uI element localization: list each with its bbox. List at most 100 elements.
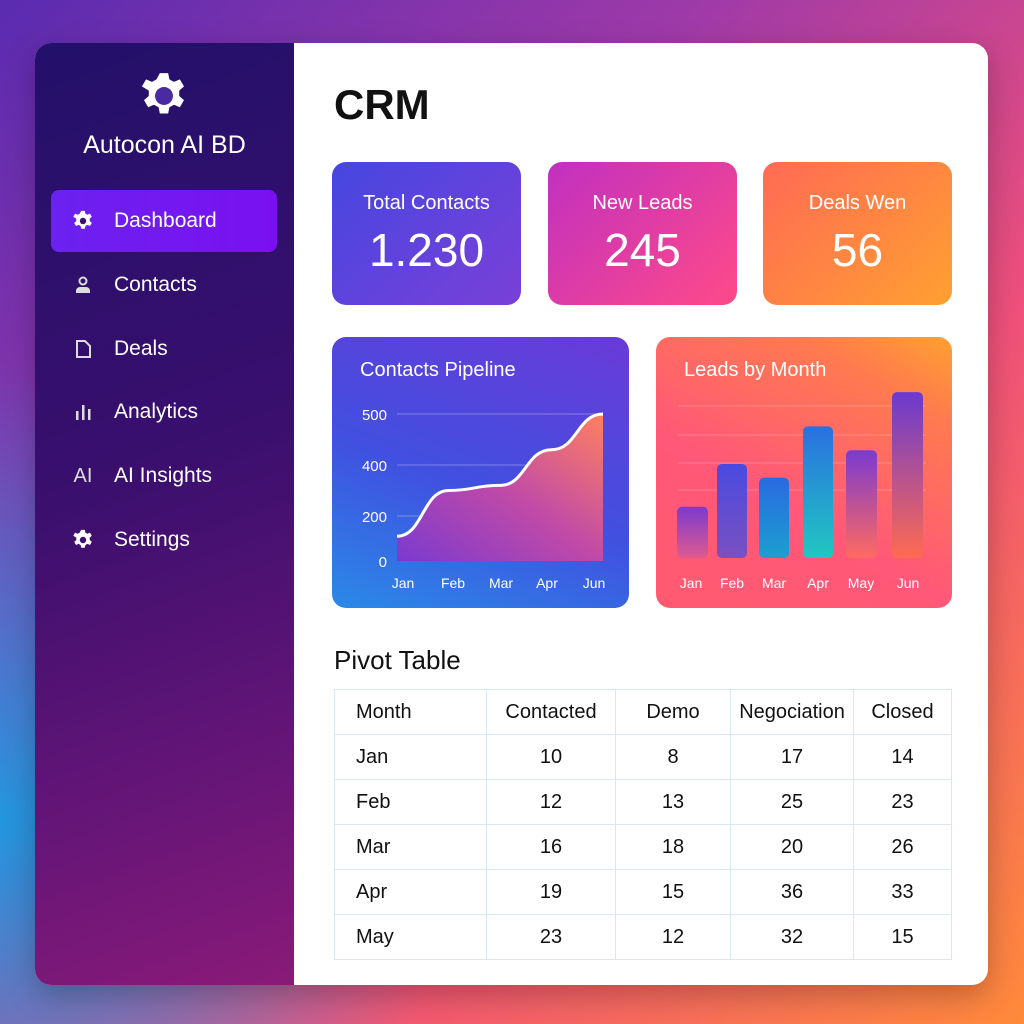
chart-title: Leads by Month: [684, 359, 827, 381]
table-row: May 23 12 32 15: [334, 914, 952, 960]
kpi-total-contacts[interactable]: Total Contacts 1.230: [332, 162, 521, 305]
bar-mar[interactable]: [759, 477, 789, 558]
table-cell: Jan: [334, 734, 487, 780]
table-header-row: Month Contacted Demo Negociation Closed: [334, 689, 952, 735]
contacts-pipeline-chart: 0 200 400 500 Jan Feb Mar Apr Jun: [362, 407, 606, 591]
series-line: [396, 412, 604, 538]
column-header: Month: [334, 689, 487, 735]
brand-name: Autocon AI BD: [83, 131, 246, 159]
table-cell: 36: [730, 869, 854, 915]
ai-text-icon: AI: [73, 464, 93, 487]
y-tick-label: 500: [362, 407, 387, 424]
sidebar-item-contacts[interactable]: Contacts: [51, 254, 277, 316]
x-tick-label: Feb: [441, 575, 465, 591]
table-cell: 23: [486, 914, 616, 960]
kpi-label: Total Contacts: [363, 192, 490, 214]
table-cell: Mar: [334, 824, 487, 870]
column-header: Closed: [853, 689, 952, 735]
table-cell: 8: [615, 734, 731, 780]
x-tick-label: Apr: [536, 575, 558, 591]
sidebar-item-deals[interactable]: Deals: [51, 318, 277, 380]
kpi-value: 245: [604, 224, 681, 276]
kpi-deals-won[interactable]: Deals Wen 56: [763, 162, 952, 305]
sidebar-item-label: Analytics: [114, 400, 199, 424]
table-row: Jan 10 8 17 14: [334, 734, 952, 780]
leads-by-month-card: Jan Feb Mar Apr May Jun Leads by Month: [656, 337, 952, 608]
x-tick-label: Jun: [897, 575, 920, 591]
table-row: Mar 16 18 20 26: [334, 824, 952, 870]
bar-apr[interactable]: [803, 426, 833, 558]
sidebar: Autocon AI BD Dashboard Contacts Deals Anal…: [35, 43, 294, 985]
app-window: Autocon AI BD Dashboard Contacts Deals Anal…: [35, 43, 988, 985]
x-tick-label: Mar: [762, 575, 786, 591]
table-cell: 23: [853, 779, 952, 825]
table-cell: 12: [486, 779, 616, 825]
area-fill: [397, 414, 603, 561]
table-cell: 18: [615, 824, 731, 870]
pivot-title: Pivot Table: [334, 645, 461, 675]
bar-feb[interactable]: [717, 463, 747, 558]
column-header: Negociation: [730, 689, 854, 735]
x-tick-label: Jan: [392, 575, 415, 591]
bar-jun[interactable]: [892, 392, 923, 558]
table-cell: 32: [730, 914, 854, 960]
sidebar-item-dashboard[interactable]: Dashboard: [51, 190, 277, 252]
table-cell: 19: [486, 869, 616, 915]
y-tick-label: 200: [362, 509, 387, 526]
gear-icon: [69, 210, 97, 232]
sidebar-item-ai-insights[interactable]: AI AI Insights: [51, 445, 277, 507]
sidebar-item-label: Deals: [114, 336, 168, 360]
gear-icon: [141, 73, 184, 114]
table-cell: 15: [853, 914, 952, 960]
kpi-new-leads[interactable]: New Leads 245: [548, 162, 737, 305]
sidebar-item-label: Contacts: [114, 272, 197, 296]
table-row: Feb 12 13 25 23: [334, 779, 952, 825]
table-cell: 15: [615, 869, 731, 915]
chart-title: Contacts Pipeline: [360, 359, 516, 381]
y-tick-label: 0: [379, 554, 387, 571]
page-title: CRM: [334, 81, 430, 128]
sidebar-item-label: AI Insights: [114, 464, 213, 488]
x-tick-label: May: [848, 575, 874, 591]
kpi-value: 56: [831, 224, 884, 276]
x-tick-label: Mar: [489, 575, 513, 591]
kpi-label: New Leads: [592, 192, 693, 214]
bar-may[interactable]: [846, 450, 877, 558]
table-cell: Feb: [334, 779, 487, 825]
x-tick-label: Feb: [720, 575, 744, 591]
table-row: Apr 19 15 36 33: [334, 869, 952, 915]
sidebar-item-label: Dashboard: [114, 209, 217, 232]
table-cell: 20: [730, 824, 854, 870]
user-icon: [69, 275, 97, 295]
kpi-label: Deals Wen: [808, 192, 907, 214]
leads-by-month-chart: Jan Feb Mar Apr May Jun: [677, 392, 926, 591]
table-cell: 25: [730, 779, 854, 825]
kpi-value: 1.230: [368, 224, 485, 276]
table-cell: 33: [853, 869, 952, 915]
table-cell: 16: [486, 824, 616, 870]
gear-icon: [69, 529, 97, 551]
bar-chart-icon: [69, 402, 97, 422]
table-cell: 10: [486, 734, 616, 780]
table-cell: 13: [615, 779, 731, 825]
table-cell: 14: [853, 734, 952, 780]
sidebar-item-label: Settings: [114, 528, 190, 551]
column-header: Contacted: [486, 689, 616, 735]
sidebar-item-analytics[interactable]: Analytics: [51, 381, 277, 443]
main-content: CRM Total Contacts 1.230 New Leads 245 Dea…: [294, 43, 988, 985]
table-cell: 26: [853, 824, 952, 870]
contacts-pipeline-card: 0 200 400 500 Jan Feb Mar Apr Jun Contacts Pipel…: [332, 337, 629, 608]
column-header: Demo: [615, 689, 731, 735]
pivot-table: Month Contacted Demo Negociation Closed Jan 10…: [334, 689, 952, 960]
table-cell: May: [334, 914, 487, 960]
table-cell: 17: [730, 734, 854, 780]
table-cell: Apr: [334, 869, 487, 915]
x-tick-label: Jun: [583, 575, 606, 591]
x-tick-label: Jan: [680, 575, 703, 591]
bar-jan[interactable]: [677, 506, 708, 558]
table-cell: 12: [615, 914, 731, 960]
document-icon: [69, 339, 97, 359]
sidebar-item-settings[interactable]: Settings: [51, 509, 277, 571]
y-tick-label: 400: [362, 458, 387, 475]
x-tick-label: Apr: [807, 575, 829, 591]
